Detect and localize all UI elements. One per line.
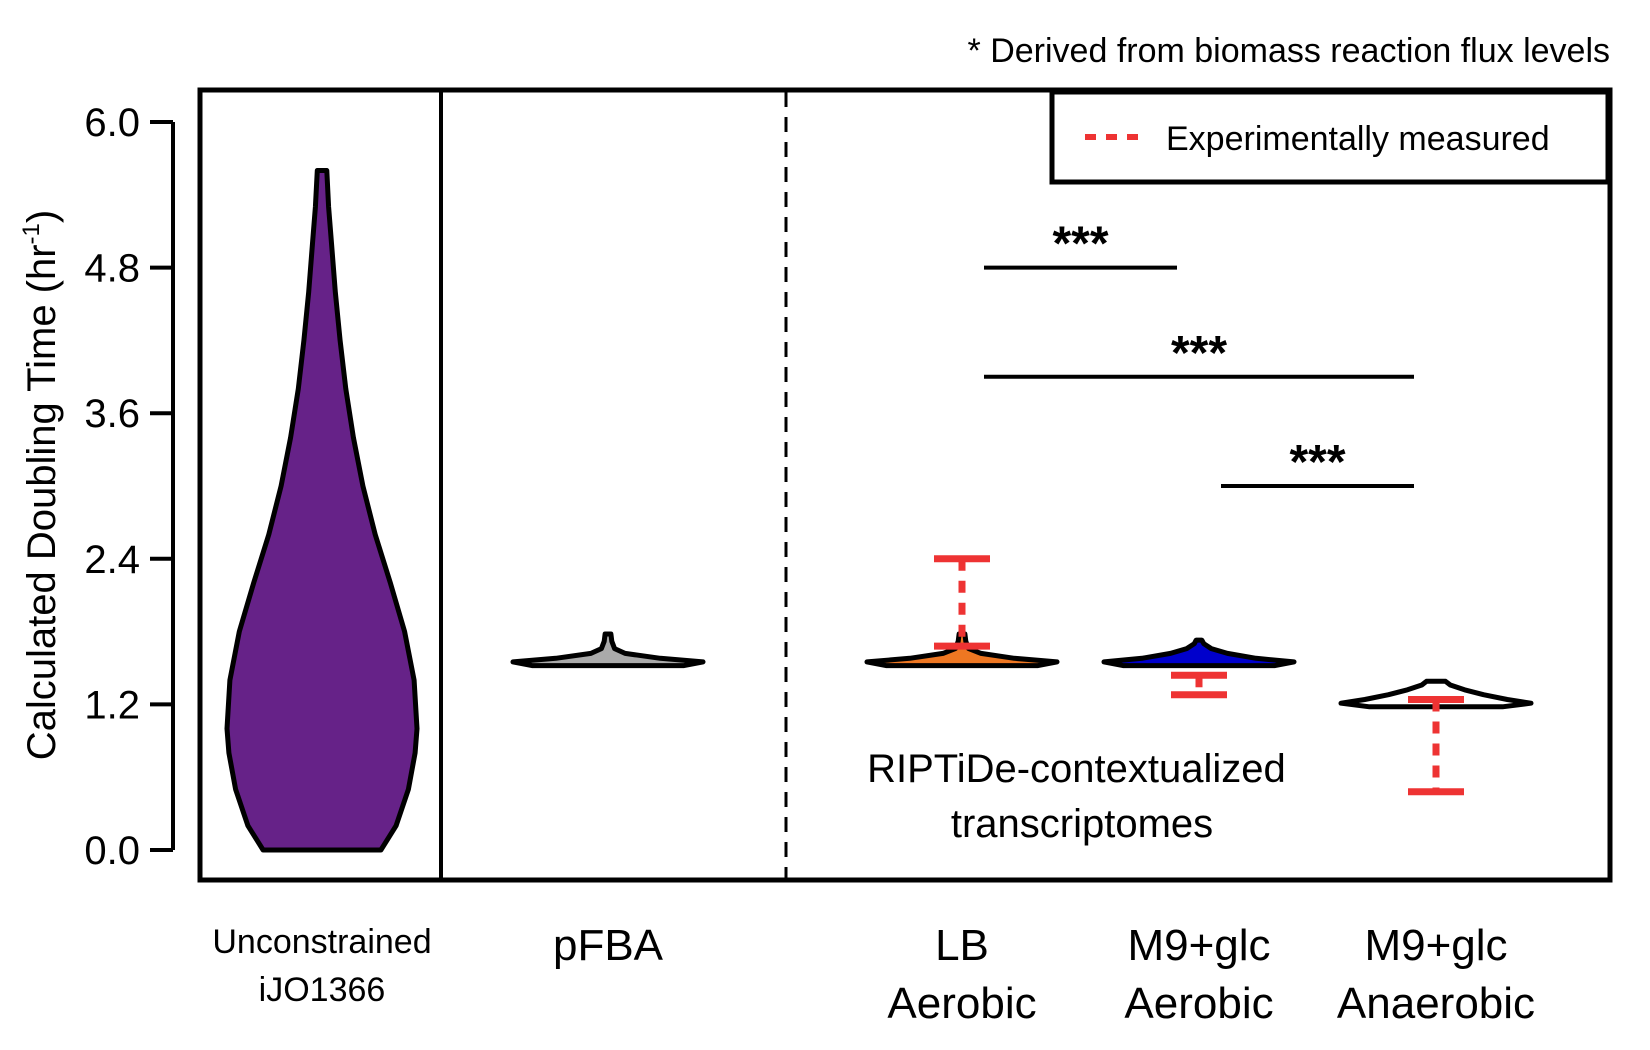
significance-label: *** — [1052, 218, 1108, 271]
x-label-line: Anaerobic — [1337, 979, 1535, 1028]
x-label-line: iJO1366 — [259, 971, 386, 1009]
x-label-pfba: pFBA — [553, 921, 664, 970]
y-tick-label: 2.4 — [84, 538, 140, 582]
violin-m9-aerobic — [1101, 637, 1297, 669]
violin-pfba — [510, 631, 706, 669]
violin-unconstrained — [224, 168, 420, 853]
violins — [224, 168, 1534, 853]
x-label-line: Aerobic — [887, 979, 1036, 1028]
y-tick-label: 1.2 — [84, 683, 140, 727]
x-label-unconstrained: Unconstrained iJO1366 — [212, 923, 431, 1009]
group-label-line-2: transcriptomes — [951, 802, 1213, 846]
plot-frame — [197, 87, 1613, 883]
y-axis-ticks: 0.0 1.2 2.4 3.6 4.8 6.0 — [84, 101, 173, 873]
violin-m9-anaerobic — [1338, 678, 1534, 710]
legend: Experimentally measured — [1049, 89, 1611, 185]
x-label-line: Unconstrained — [212, 923, 431, 961]
group-label-line-1: RIPTiDe-contextualized — [867, 747, 1286, 791]
legend-label: Experimentally measured — [1166, 120, 1550, 158]
x-label-line: M9+glc — [1127, 921, 1270, 970]
significance-lb-aerobic-m9-anaerobic: *** — [984, 327, 1414, 380]
measured-range-m9-anaerobic — [1408, 696, 1464, 796]
x-label-line: LB — [935, 921, 989, 970]
x-label-line: M9+glc — [1364, 921, 1507, 970]
violin-lb-aerobic — [864, 631, 1060, 669]
significance-label: *** — [1289, 436, 1345, 489]
y-axis-label: Calculated Doubling Time (hr-1) — [18, 210, 64, 760]
measured-range-lb-aerobic — [934, 555, 990, 650]
x-label-line: Aerobic — [1124, 979, 1273, 1028]
figure-note: * Derived from biomass reaction flux lev… — [968, 32, 1610, 70]
significance-m9-aerobic-m9-anaerobic: *** — [1221, 436, 1414, 489]
x-label-m9-aerobic: M9+glc Aerobic — [1124, 921, 1273, 1028]
significance-label: *** — [1171, 327, 1227, 380]
x-label-line: pFBA — [553, 921, 664, 970]
measured-range-m9-aerobic — [1171, 671, 1227, 699]
group-label: RIPTiDe-contextualized transcriptomes — [867, 747, 1297, 846]
legend-box — [1049, 89, 1611, 185]
y-tick-label: 4.8 — [84, 247, 140, 291]
x-label-m9-anaerobic: M9+glc Anaerobic — [1337, 921, 1535, 1028]
significance-bars: *** *** *** — [984, 218, 1414, 489]
y-tick-label: 0.0 — [84, 829, 140, 873]
measured-ranges — [934, 555, 1464, 796]
significance-lb-aerobic-m9-aerobic: *** — [984, 218, 1177, 271]
y-tick-label: 3.6 — [84, 392, 140, 436]
x-axis-labels: Unconstrained iJO1366 pFBA LB Aerobic M9+glc A… — [212, 921, 1535, 1028]
x-label-lb-aerobic: LB Aerobic — [887, 921, 1036, 1028]
y-tick-label: 6.0 — [84, 101, 140, 145]
